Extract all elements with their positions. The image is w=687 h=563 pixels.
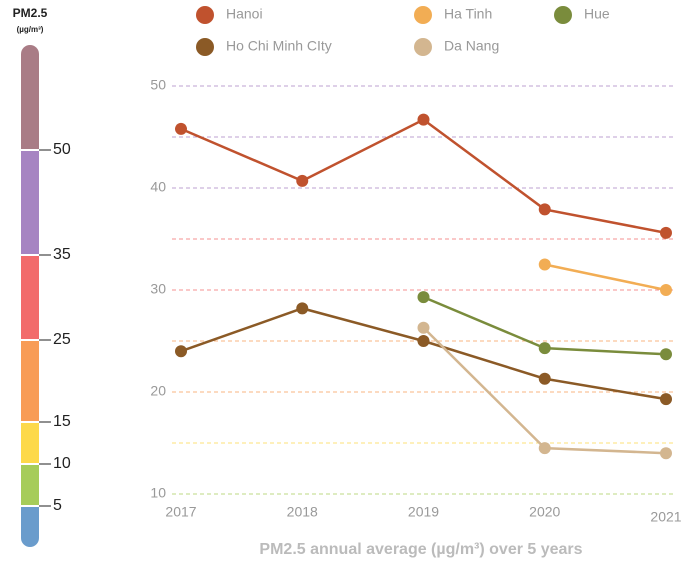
- data-point: [538, 203, 551, 216]
- x-tick-label: 2017: [165, 504, 196, 520]
- y-tick-label: 40: [150, 179, 166, 195]
- legend-label: Hue: [584, 6, 610, 22]
- legend-swatch: [414, 38, 432, 56]
- data-point: [175, 122, 187, 135]
- data-point: [296, 174, 309, 187]
- scale-band: [21, 45, 39, 150]
- data-point: [296, 302, 309, 315]
- legend-swatch: [554, 6, 572, 24]
- legend-label: Da Nang: [444, 38, 499, 54]
- scale-tick-label: 15: [53, 413, 71, 430]
- series-line: [544, 263, 667, 292]
- scale-tick-label: 35: [53, 246, 71, 263]
- scale-tick-label: 25: [53, 331, 71, 348]
- x-tick-label: 2018: [287, 504, 318, 520]
- legend-swatch: [196, 38, 214, 56]
- x-tick-label: 2020: [529, 504, 560, 520]
- data-point: [538, 258, 551, 271]
- y-tick-label: 50: [150, 77, 166, 93]
- legend-label: Ho Chi Minh CIty: [226, 38, 332, 54]
- legend-label: Hanoi: [226, 6, 263, 22]
- data-point: [417, 321, 430, 334]
- legend-swatch: [414, 6, 432, 24]
- data-point: [538, 442, 551, 455]
- x-axis-label: PM2.5 annual average (µg/m³) over 5 year…: [259, 541, 582, 558]
- scale-band: [21, 340, 39, 422]
- scale-band: [21, 150, 39, 255]
- scale-tick-label: 50: [53, 141, 71, 158]
- scale-band: [21, 255, 39, 340]
- data-point: [538, 372, 551, 385]
- scale-title: PM2.5: [13, 6, 48, 20]
- x-tick-label: 2019: [408, 504, 439, 520]
- legend-label: Ha Tinh: [444, 6, 492, 22]
- data-point: [660, 447, 672, 460]
- scale-band: [21, 506, 39, 547]
- data-point: [660, 284, 672, 296]
- legend-swatch: [196, 6, 214, 24]
- data-point: [175, 345, 187, 358]
- data-point: [417, 335, 430, 347]
- data-point: [660, 393, 672, 406]
- data-point: [660, 348, 672, 361]
- x-tick-label: 2021: [650, 509, 681, 525]
- scale-tick-label: 10: [53, 455, 71, 472]
- y-tick-label: 20: [150, 383, 166, 399]
- y-tick-label: 10: [150, 485, 166, 501]
- scale-band: [21, 464, 39, 506]
- data-point: [538, 342, 551, 355]
- data-point: [417, 291, 430, 304]
- data-point: [417, 113, 430, 126]
- data-point: [660, 226, 672, 239]
- scale-unit: (µg/m³): [17, 25, 44, 34]
- scale-tick-label: 5: [53, 497, 62, 514]
- scale-band: [21, 422, 39, 464]
- y-tick-label: 30: [150, 281, 166, 297]
